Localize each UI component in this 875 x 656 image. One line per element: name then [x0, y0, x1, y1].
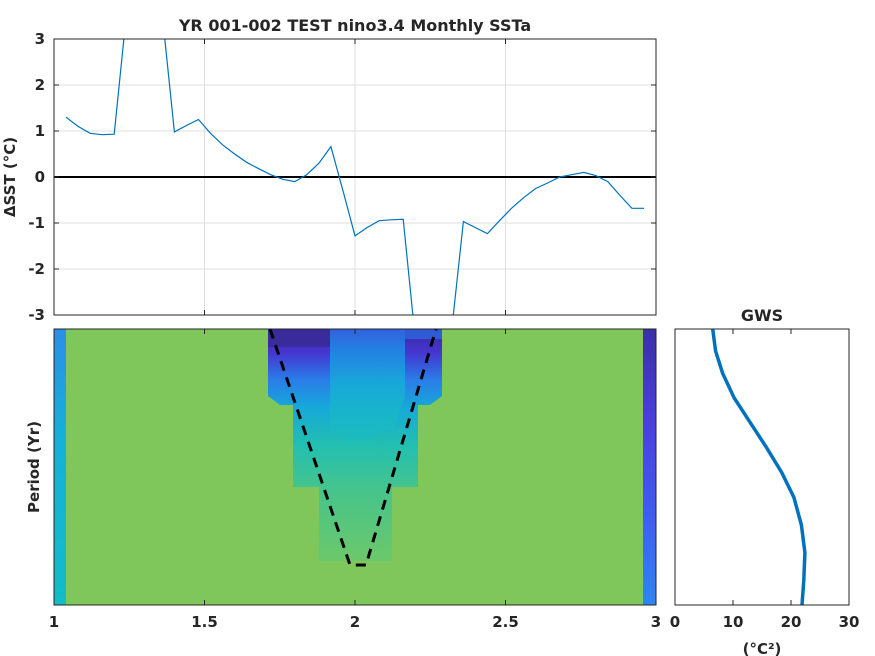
- wavelet-right-edge-strip: [643, 329, 656, 605]
- ssta-y-tick-label: 2: [35, 76, 45, 94]
- gws-x-tick-label: 0: [670, 613, 680, 631]
- wavelet-y-label: Period (Yr): [25, 421, 43, 513]
- gws-panel: 0 10 20 30 GWS (°C²): [670, 306, 860, 656]
- ssta-series-line: [65, 39, 644, 315]
- gws-title: GWS: [741, 306, 783, 325]
- wavelet-power-region: [268, 329, 442, 561]
- wavelet-x-tick-label: 1.5: [191, 613, 218, 631]
- wavelet-left-edge-strip: [54, 329, 66, 605]
- ssta-y-tick-label: -1: [28, 214, 45, 232]
- ssta-y-tick-label: -2: [28, 260, 45, 278]
- ssta-y-ticks: -3 -2 -1 0 1 2 3: [28, 30, 656, 324]
- ssta-y-label: ΔSST (°C): [1, 137, 19, 217]
- ssta-x-ticks: [204, 39, 506, 315]
- gws-axes-box: [674, 328, 850, 606]
- gws-series-line: [710, 328, 807, 606]
- wavelet-x-tick-label: 3: [651, 613, 661, 631]
- ssta-title: YR 001-002 TEST nino3.4 Monthly SSTa: [178, 16, 531, 35]
- gws-x-tick-label: 20: [781, 613, 802, 631]
- gws-x-tick-label: 10: [723, 613, 744, 631]
- wavelet-x-tick-label: 2: [350, 613, 360, 631]
- ssta-y-tick-label: 3: [35, 30, 45, 48]
- ssta-panel: -3 -2 -1 0 1 2 3 YR 001-002 TEST nino3.4 Month…: [1, 16, 657, 324]
- wavelet-x-tick-label: 1: [49, 613, 59, 631]
- gws-x-tick-label: 30: [839, 613, 860, 631]
- ssta-y-tick-label: -3: [28, 306, 45, 324]
- wavelet-power-peak-right: [405, 329, 442, 339]
- wavelet-panel: 1 1.5 2 2.5 3 Period (Yr): [25, 328, 661, 631]
- wavelet-x-tick-label: 2.5: [492, 613, 519, 631]
- ssta-y-tick-label: 1: [35, 122, 45, 140]
- cone-of-influence: [268, 328, 438, 567]
- gws-plot-area: [675, 329, 849, 605]
- ssta-y-tick-label: 0: [35, 168, 45, 186]
- wavelet-power-peak-left: [268, 329, 330, 347]
- wavelet-power-core: [330, 329, 405, 440]
- gws-x-ticks: 0 10 20 30: [670, 329, 860, 631]
- wavelet-x-ticks: 1 1.5 2 2.5 3: [49, 329, 661, 631]
- gws-x-label: (°C²): [743, 640, 782, 656]
